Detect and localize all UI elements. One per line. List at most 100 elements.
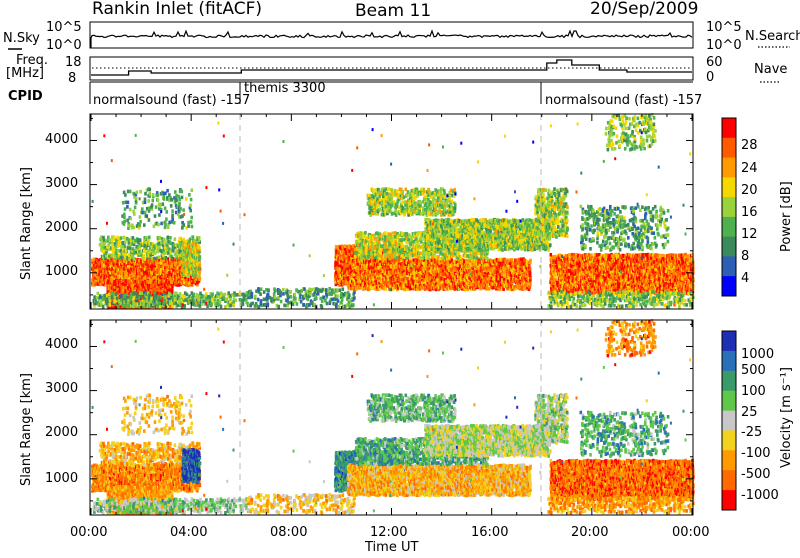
data-cell — [117, 249, 120, 253]
data-cell — [338, 305, 341, 309]
data-cell — [342, 287, 345, 291]
data-cell — [124, 207, 127, 211]
data-cell — [141, 291, 144, 295]
data-cell — [274, 296, 277, 300]
data-cell — [188, 193, 191, 197]
data-cell — [148, 236, 151, 240]
data-cell — [219, 300, 222, 304]
power-panel: 4000 3000 2000 1000 Slant Range [km] 28 … — [19, 113, 794, 310]
data-cell — [337, 299, 340, 303]
data-cell — [128, 253, 131, 257]
data-cell — [251, 295, 254, 299]
nave-right-tick-top: 60 — [706, 55, 723, 70]
data-cell — [111, 292, 114, 296]
data-cell — [267, 292, 270, 296]
data-cell — [257, 298, 260, 302]
cpid-mode-3: normalsound (fast) -157 — [545, 93, 702, 108]
data-cell — [150, 297, 153, 301]
data-cell — [158, 256, 161, 260]
data-cell — [211, 292, 214, 296]
data-cell — [303, 303, 306, 307]
sky-count-line — [91, 31, 692, 48]
station-title: Rankin Inlet (fitACF) — [92, 0, 262, 19]
data-cell — [167, 236, 170, 240]
data-cell — [198, 255, 201, 259]
data-cell — [124, 240, 127, 244]
data-cell — [190, 220, 193, 224]
data-cell — [328, 287, 331, 291]
data-cell — [171, 209, 174, 213]
data-cell — [182, 208, 185, 212]
data-cell — [245, 298, 248, 302]
sky-right-tick-top: 10^5 — [706, 20, 742, 35]
data-cell — [128, 257, 131, 261]
sky-right-label: N.Search — [745, 29, 800, 44]
data-cell — [191, 225, 194, 229]
data-cell — [115, 292, 118, 296]
data-cell — [287, 301, 290, 305]
data-cell — [132, 226, 135, 230]
data-cell — [138, 224, 141, 228]
data-cell — [278, 305, 281, 309]
data-cell — [325, 293, 328, 297]
data-cell — [174, 237, 177, 241]
data-cell — [267, 288, 270, 292]
data-cell — [260, 287, 263, 291]
cpid-panel: CPID normalsound (fast) -157 themis 3300… — [8, 81, 702, 108]
data-cell — [160, 222, 163, 226]
data-cell — [198, 245, 201, 249]
beam-label: Beam 11 — [355, 1, 431, 21]
data-cell — [162, 202, 165, 206]
data-cell — [144, 198, 147, 202]
data-cell — [310, 288, 313, 292]
data-cell — [289, 290, 292, 294]
data-cell — [120, 236, 123, 240]
data-cell — [259, 292, 262, 296]
cpid-mode-1: normalsound (fast) -157 — [93, 93, 250, 108]
freq-label-line2: [MHz] — [6, 66, 44, 81]
data-cell — [124, 245, 127, 249]
data-cell — [263, 290, 266, 294]
data-cell — [279, 291, 282, 295]
sky-panel: N.Sky 10^5 10^0 10^5 10^0 N.Search — [3, 20, 800, 53]
data-cell — [187, 224, 190, 228]
data-cell — [157, 198, 160, 202]
data-cell — [178, 202, 181, 206]
data-cell — [170, 198, 173, 202]
sky-right-tick-bottom: 10^0 — [706, 38, 742, 53]
data-cell — [126, 205, 129, 209]
data-cell — [279, 294, 282, 298]
data-cell — [154, 251, 157, 255]
data-cell — [155, 205, 158, 209]
data-cell — [132, 300, 135, 304]
data-cell — [152, 193, 155, 197]
data-cell — [123, 215, 126, 219]
data-cell — [139, 239, 142, 243]
data-cell — [336, 294, 339, 298]
data-cell — [198, 266, 201, 270]
data-cell — [158, 245, 161, 249]
data-cell — [128, 224, 131, 228]
power-data-cells — [91, 113, 695, 310]
freq-panel: Freq. [MHz] 18 8 60 0 Nave — [6, 53, 787, 86]
data-cell — [309, 292, 312, 296]
sky-left-tick-bottom: 10^0 — [46, 38, 82, 53]
data-cell — [159, 203, 162, 207]
data-cell — [198, 236, 201, 240]
data-cell — [303, 287, 306, 291]
data-cell — [144, 192, 147, 196]
data-cell — [179, 292, 182, 296]
data-cell — [165, 217, 168, 221]
data-cell — [154, 214, 157, 218]
data-cell — [157, 194, 160, 198]
data-cell — [122, 279, 125, 283]
data-cell — [149, 300, 152, 304]
data-cell — [117, 305, 120, 309]
data-cell — [102, 305, 105, 309]
data-cell — [99, 243, 102, 247]
data-cell — [129, 246, 132, 250]
data-cell — [166, 189, 169, 193]
data-cell — [335, 303, 338, 307]
data-cell — [139, 190, 142, 194]
